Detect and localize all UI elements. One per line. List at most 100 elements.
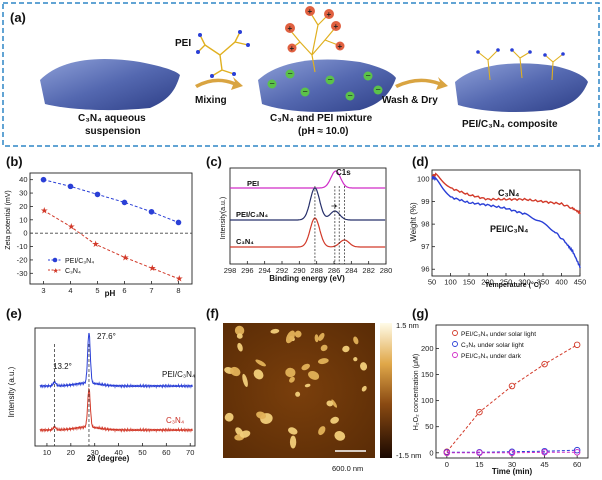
tga-chart: 50 100 150 200 250 300 350 400 450 96 97 98 99 100 <box>417 169 587 287</box>
c3n4-sheet-1 <box>40 59 180 111</box>
afm-particle <box>234 325 245 336</box>
afm-particle <box>285 330 296 344</box>
zeta-legend-2: C₃N₄ <box>65 268 81 275</box>
afm-particle <box>253 369 264 380</box>
xps-xtick-label: 284 <box>345 266 358 275</box>
legend-marker-blue <box>52 257 58 263</box>
svg-text:+: + <box>288 24 293 33</box>
xps-xtick-label: 286 <box>328 266 341 275</box>
afm-particle <box>236 333 243 339</box>
tga-ytick-label: 96 <box>421 265 429 274</box>
zeta-point-1 <box>121 199 128 206</box>
afm-particle <box>342 345 350 353</box>
svg-text:−: − <box>366 71 371 81</box>
mixture-line2: (pH ≈ 10.0) <box>298 126 349 137</box>
xrd-ylabel: Intensity (a.u.) <box>7 366 16 417</box>
afm-particle <box>301 363 310 371</box>
xps-xtick-label: 298 <box>224 266 237 275</box>
h2o2-series-line-1 <box>446 344 578 453</box>
afm-particle <box>304 383 311 388</box>
svg-text:+: + <box>290 44 295 53</box>
xps-xtick-label: 280 <box>380 266 393 275</box>
afm-particle <box>255 359 266 367</box>
xrd-series-label-2: C₃N₄ <box>166 416 184 425</box>
zeta-point-2: ★ <box>67 221 75 231</box>
panel-g-label: (g) <box>412 306 429 321</box>
mixing-label: Mixing <box>195 95 227 106</box>
tga-xtick-label: 300 <box>518 278 531 287</box>
h2o2-legend-3: PEI/C₃N₄ under dark <box>461 353 522 360</box>
h2o2-legend: PEI/C₃N₄ under solar light C₃N₄ under so… <box>452 330 536 360</box>
xrd-xlabel: 2θ (degree) <box>87 454 130 463</box>
tga-xtick-label: 450 <box>574 278 587 287</box>
xrd-xtick-label: 10 <box>43 448 51 457</box>
mixture-line1: C₃N₄ and PEI mixture <box>270 113 373 124</box>
zeta-xtick-label: 7 <box>149 286 153 295</box>
xps-curve-1 <box>230 170 386 189</box>
tga-xtick-label: 150 <box>463 278 476 287</box>
zeta-point-2: ★ <box>148 263 156 273</box>
tga-xtick-label: 50 <box>428 278 436 287</box>
zeta-xtick-label: 8 <box>176 286 180 295</box>
tga-xtick-label: 100 <box>444 278 457 287</box>
h2o2-ytick-label: 50 <box>425 422 433 431</box>
xps-curve-3 <box>230 217 386 248</box>
afm-particle <box>285 367 296 378</box>
xps-curve-2 <box>230 187 386 221</box>
tga-xtick-label: 400 <box>555 278 568 287</box>
composite-sheet <box>455 63 588 113</box>
panel-d-label: (d) <box>412 154 429 169</box>
zeta-point-1 <box>40 176 47 183</box>
legend-marker-blue-circle <box>452 341 458 347</box>
zeta-xtick-label: 3 <box>41 286 45 295</box>
zeta-ytick-label: -10 <box>17 242 28 251</box>
composite-label: PEI/C₃N₄ composite <box>462 119 558 130</box>
afm-particle <box>326 400 334 407</box>
h2o2-ylabel: H₂O₂ concentration (μM) <box>413 354 420 430</box>
afm-particle <box>318 332 325 341</box>
xrd-xtick-label: 70 <box>186 448 194 457</box>
tga-series-label-2: PEI/C₃N₄ <box>490 224 528 234</box>
panel-c: (c) 298 296 294 292 290 288 286 284 282 280 C1s P… <box>206 154 392 283</box>
tga-curve-2 <box>431 175 581 269</box>
afm-particle <box>314 334 319 343</box>
tga-series-label-1: C₃N₄ <box>498 188 519 198</box>
wash-arrow-icon <box>395 77 448 90</box>
zeta-legend: PEI/C₃N₄ ★ C₃N₄ <box>48 257 94 275</box>
afm-particle <box>320 344 328 352</box>
svg-text:+: + <box>338 42 343 51</box>
zeta-series-line-2 <box>43 209 179 280</box>
tga-xtick-label: 350 <box>537 278 550 287</box>
xrd-chart: 10 20 30 40 50 60 70 <box>34 327 196 457</box>
c3n4-suspension-line2: suspension <box>85 126 141 137</box>
pei-branched-icon <box>289 11 339 73</box>
xrd-xtick-label: 60 <box>162 448 170 457</box>
zeta-series-line-1 <box>43 179 179 223</box>
xrd-frame <box>34 327 196 447</box>
h2o2-xtick-label: 0 <box>445 460 449 469</box>
h2o2-legend-1: PEI/C₃N₄ under solar light <box>461 331 536 338</box>
xrd-series-label-1: PEI/C₃N₄ <box>162 370 195 379</box>
afm-particle <box>353 357 358 362</box>
afm-particle <box>353 336 359 345</box>
xps-series-label-1: PEI <box>247 179 259 188</box>
zeta-point-1 <box>175 219 182 226</box>
tga-frame <box>431 169 581 277</box>
zeta-xtick-label: 5 <box>95 286 99 295</box>
afm-particle <box>270 328 280 334</box>
afm-particle <box>308 370 320 380</box>
xps-chart: 298 296 294 292 290 288 286 284 282 280 <box>224 167 393 275</box>
afm-particle <box>289 376 295 383</box>
xrd-xtick-label: 20 <box>67 448 75 457</box>
zeta-xtick-label: 6 <box>122 286 126 295</box>
h2o2-point-3 <box>443 449 451 457</box>
panel-g: (g) 0 15 30 45 60 0 50 100 150 200 PEI/C₃N₄ under… <box>412 306 589 476</box>
h2o2-xtick-label: 45 <box>540 460 548 469</box>
tga-ytick-label: 98 <box>421 220 429 229</box>
h2o2-chart: 0 15 30 45 60 0 50 100 150 200 <box>421 324 589 469</box>
zeta-point-2: ★ <box>121 252 129 262</box>
xps-ylabel: Intensity(a.u.) <box>220 197 227 239</box>
afm-particle <box>237 342 243 352</box>
zeta-xlabel: pH <box>105 289 116 298</box>
